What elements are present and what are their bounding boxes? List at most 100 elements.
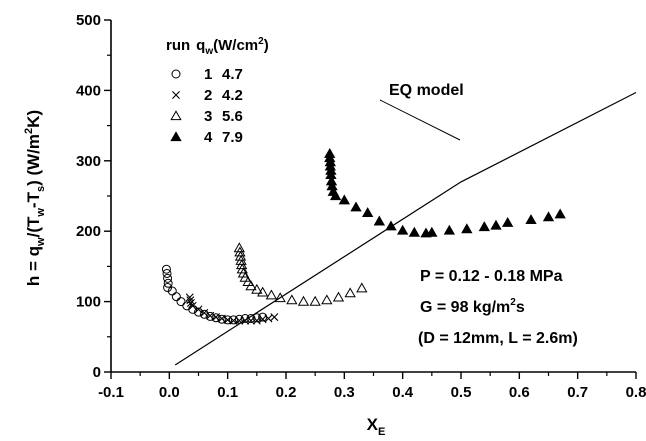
x-tick-label: 0.6 [509,384,530,401]
data-point-triangle-open [286,294,298,305]
geometry-note: (D = 12mm, L = 2.6m) [418,330,578,347]
data-point-triangle-filled [502,216,514,227]
y-axis-title-sub: w [35,208,47,218]
data-point-triangle-open [321,294,333,305]
legend-run: 2 [204,87,212,104]
legend-run: 1 [204,66,212,83]
data-point-triangle-filled [426,226,438,237]
data-point-cross [235,316,244,325]
data-point-triangle-filled [350,201,362,212]
eq-model-label: EQ model [389,82,464,99]
data-point-cross [188,301,197,310]
data-point-cross [212,313,220,322]
x-tick-label: -0.1 [98,384,124,401]
x-tick-label: 0.4 [392,384,414,401]
y-axis-title-sub: w [35,237,47,247]
x-tick-label: 0.1 [217,384,238,401]
y-tick-label: 200 [76,223,101,240]
data-point-cross [186,296,195,305]
mass-flux-note: G = 98 kg/m2s [420,297,525,316]
pressure-note: P = 0.12 - 0.18 MPa [420,268,563,285]
svg-text:h = qw/(Tw-Ts) (W/m2K): h = qw/(Tw-Ts) (W/m2K) [23,110,47,286]
y-axis-title-sup: 2 [23,128,35,134]
y-axis-title-part: /(T [24,216,43,237]
data-point-triangle-filled [490,219,502,230]
data-point-cross [172,91,180,99]
mass-flux-sup: 2 [510,297,516,308]
data-point-triangle-open [356,282,368,293]
y-axis-title-sub: s [35,186,47,192]
data-point-triangle-filled [408,226,420,237]
data-point-cross [194,305,203,314]
x-tick-label: 0.5 [451,384,472,401]
legend-value: 4.7 [222,66,243,83]
data-point-cross [247,316,255,325]
y-tick-label: 100 [76,294,101,311]
data-point-triangle-open [236,263,248,274]
x-tick-label: 0.3 [334,384,355,401]
data-point-triangle-open [332,291,345,302]
x-tick-label: 0.7 [567,384,588,401]
x-tick-label: 0.2 [276,384,297,401]
x-axis-title: XE [367,415,386,438]
legend: run qw(W/cm2) 1 4.72 4.23 5.64 7.9 [166,36,269,146]
data-point-circle [171,292,181,302]
legend-header-run: run [166,37,190,54]
y-tick-label: 500 [76,12,101,29]
data-point-triangle-open [237,267,250,278]
data-point-triangle-filled [329,190,342,201]
data-point-cross [270,313,279,322]
x-tick-label: 0.8 [626,384,646,401]
data-point-triangle-open [274,292,286,303]
data-point-circle [194,307,203,317]
data-point-cross [217,314,226,323]
data-point-triangle-open [236,259,248,270]
data-point-triangle-filled [461,223,473,234]
data-point-triangle-filled [385,220,397,231]
legend-run: 3 [204,108,212,125]
data-point-triangle-open [257,286,269,297]
data-point-cross [200,308,209,317]
data-point-cross [264,314,273,323]
data-point-triangle-open [251,283,263,294]
data-point-triangle-open [309,295,321,306]
data-point-circle [171,69,181,79]
y-axis-title-part: ) (W/m [24,134,43,186]
data-point-triangle-open [344,287,356,298]
legend-run: 4 [204,129,213,146]
data-point-triangle-open [234,250,247,261]
data-point-circle [176,297,186,307]
y-tick-label: 300 [76,153,101,170]
data-point-cross [252,316,261,325]
x-tick-group: -0.1 0.0 0.1 0.2 0.3 0.4 0.5 0.6 0.7 0.8 [98,372,646,401]
data-point-triangle-open [265,289,278,300]
y-tick-label: 0 [93,364,101,381]
y-tick-label: 400 [76,82,101,99]
eq-model-leader [379,99,461,141]
data-point-circle [162,268,172,278]
legend-header-unit: (W/cm [213,37,258,54]
mass-flux-prefix: G = 98 kg/m [420,299,510,316]
data-point-circle [205,311,215,321]
legend-value: 5.6 [222,108,243,125]
legend-header-q-sub: w [204,46,213,57]
data-point-triangle-filled [478,221,490,232]
legend-rows: 1 4.7 2 4.2 3 5.6 4 7.9 [170,66,243,146]
legend-header-unit-end: ) [264,37,269,54]
y-tick-group: 0 100 200 300 400 500 [76,12,111,381]
plot-area [110,20,636,373]
data-point-triangle-filled [338,194,350,205]
data-point-triangle-open [245,280,257,291]
data-point-circle [229,315,238,325]
y-axis-title-part: -T [24,191,43,208]
data-point-triangle-filled [525,214,537,225]
eq-model-line [174,91,637,366]
data-point-triangle-open [234,246,246,257]
data-point-triangle-open [233,242,245,253]
data-point-circle [161,264,171,274]
legend-header-unit-sup: 2 [258,36,264,47]
data-point-triangle-filled [397,224,409,235]
data-point-triangle-filled [443,224,455,235]
data-point-triangle-filled [542,211,555,222]
